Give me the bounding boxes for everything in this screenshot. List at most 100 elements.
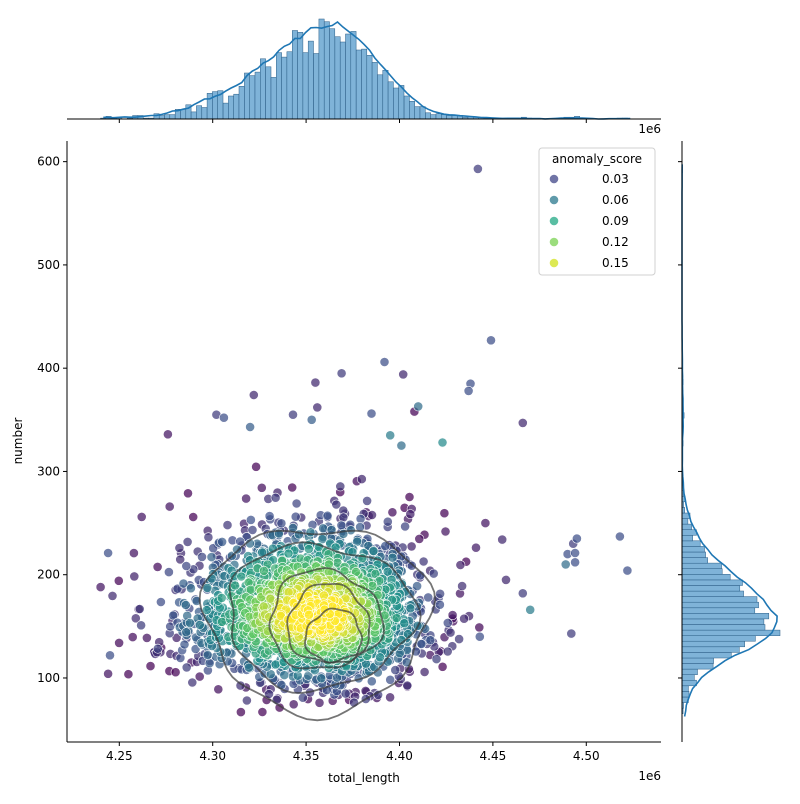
y-marginal-bar — [681, 590, 744, 597]
x-marginal-bar — [244, 72, 250, 120]
scatter-point — [474, 622, 485, 633]
x-marginal-ticks — [118, 119, 587, 123]
scatter-point — [387, 507, 398, 518]
scatter-point — [187, 677, 198, 688]
scatter-point — [290, 511, 301, 522]
scatter-point — [335, 481, 346, 492]
x-marginal-bar — [425, 112, 431, 120]
scatter-point — [398, 369, 409, 380]
y-marginal-bar — [681, 657, 714, 664]
legend-entries: 0.03 0.06 0.09 0.12 0.15 — [549, 172, 629, 270]
x-marginal-bar — [350, 31, 357, 120]
y-tick-label: 600 — [37, 155, 60, 169]
scatter-point — [366, 676, 377, 687]
scatter-point — [243, 662, 254, 673]
x-marginal-bar — [292, 30, 298, 120]
kde-contours — [198, 529, 437, 722]
scatter-point — [279, 670, 290, 680]
scatter-point — [382, 566, 393, 577]
scatter-point — [127, 632, 138, 642]
scatter-point — [213, 684, 224, 695]
y-marginal-bar — [681, 557, 708, 564]
scatter-point — [382, 516, 393, 527]
x-marginal-bar — [260, 58, 266, 120]
scatter-point — [416, 639, 427, 649]
y-marginal-bar — [681, 562, 722, 569]
x-marginal-bar — [233, 93, 240, 120]
scatter-point — [235, 707, 246, 717]
scatter-point — [128, 548, 139, 558]
scatter-point — [276, 518, 287, 529]
scatter-point — [310, 377, 321, 388]
x-marginal-bar — [286, 51, 293, 120]
y-marginal-bar — [681, 546, 705, 553]
scatter-point — [622, 565, 633, 576]
y-marginal-bar — [681, 568, 723, 575]
y-marginal-bar — [681, 518, 689, 525]
scatter-point — [222, 520, 233, 530]
scatter-point — [251, 461, 261, 472]
scatter-point — [404, 492, 415, 502]
x-marginal-bar — [318, 18, 325, 120]
scatter-point — [218, 412, 229, 423]
scatter-point — [185, 583, 196, 594]
legend-marker — [549, 216, 559, 226]
scatter-point — [442, 618, 453, 628]
scatter-point — [174, 543, 185, 553]
scatter-point — [439, 508, 450, 519]
scatter-point — [287, 482, 298, 493]
scatter-point — [197, 552, 207, 562]
kde-contour-line — [286, 582, 371, 664]
y-marginal-bar — [681, 551, 706, 558]
scatter-point — [114, 638, 124, 648]
scatter-point — [181, 662, 192, 673]
scatter-point — [375, 652, 385, 663]
scatter-point — [180, 600, 191, 610]
legend-frame — [538, 147, 656, 276]
y-marginal-bar — [681, 685, 689, 692]
x-tick-label: 4.35 — [293, 749, 320, 763]
kde-contour-line — [228, 541, 422, 694]
scatter-point — [385, 430, 396, 441]
scatter-point — [170, 667, 181, 678]
scatter-point — [236, 571, 247, 582]
scatter-point — [291, 498, 302, 509]
scatter-point — [413, 401, 424, 412]
y-tick-label: 500 — [37, 258, 60, 272]
scatter-point — [185, 618, 195, 628]
x-axis-offset-label: 1e6 — [638, 769, 661, 783]
scatter-point — [385, 674, 396, 685]
x-marginal-bar — [164, 114, 171, 120]
kde-contour-line — [304, 607, 364, 664]
scatter-point — [178, 578, 189, 589]
x-marginal-bar — [222, 102, 229, 120]
scatter-point — [312, 402, 323, 413]
x-tick-label: 4.40 — [386, 749, 413, 763]
scatter-point — [179, 639, 190, 650]
scatter-point — [425, 635, 436, 646]
scatter-point — [517, 417, 528, 428]
scatter-point — [385, 692, 395, 703]
scatter-point — [232, 544, 242, 555]
x-marginal-bar — [313, 53, 320, 120]
x-axis-label: total_length — [328, 771, 400, 785]
x-marginal-bar — [377, 74, 383, 120]
x-tick-label: 4.45 — [480, 749, 507, 763]
scatter-point — [474, 631, 485, 642]
y-marginal-bar — [681, 529, 697, 536]
legend-marker — [549, 195, 559, 205]
x-marginal-bar — [329, 28, 336, 120]
scatter-point — [368, 546, 379, 556]
scatter-point — [258, 565, 269, 576]
scatter-point — [303, 544, 314, 554]
scatter-point — [181, 561, 192, 571]
x-marginal-bar — [249, 75, 256, 120]
x-tick-label: 4.25 — [106, 749, 133, 763]
scatter-point — [454, 634, 464, 644]
y-marginal-bar — [681, 596, 758, 603]
x-marginal-bar — [228, 95, 234, 120]
scatter-point — [566, 628, 577, 639]
scatter-point — [155, 597, 166, 607]
y-marginal-bar — [681, 613, 770, 620]
